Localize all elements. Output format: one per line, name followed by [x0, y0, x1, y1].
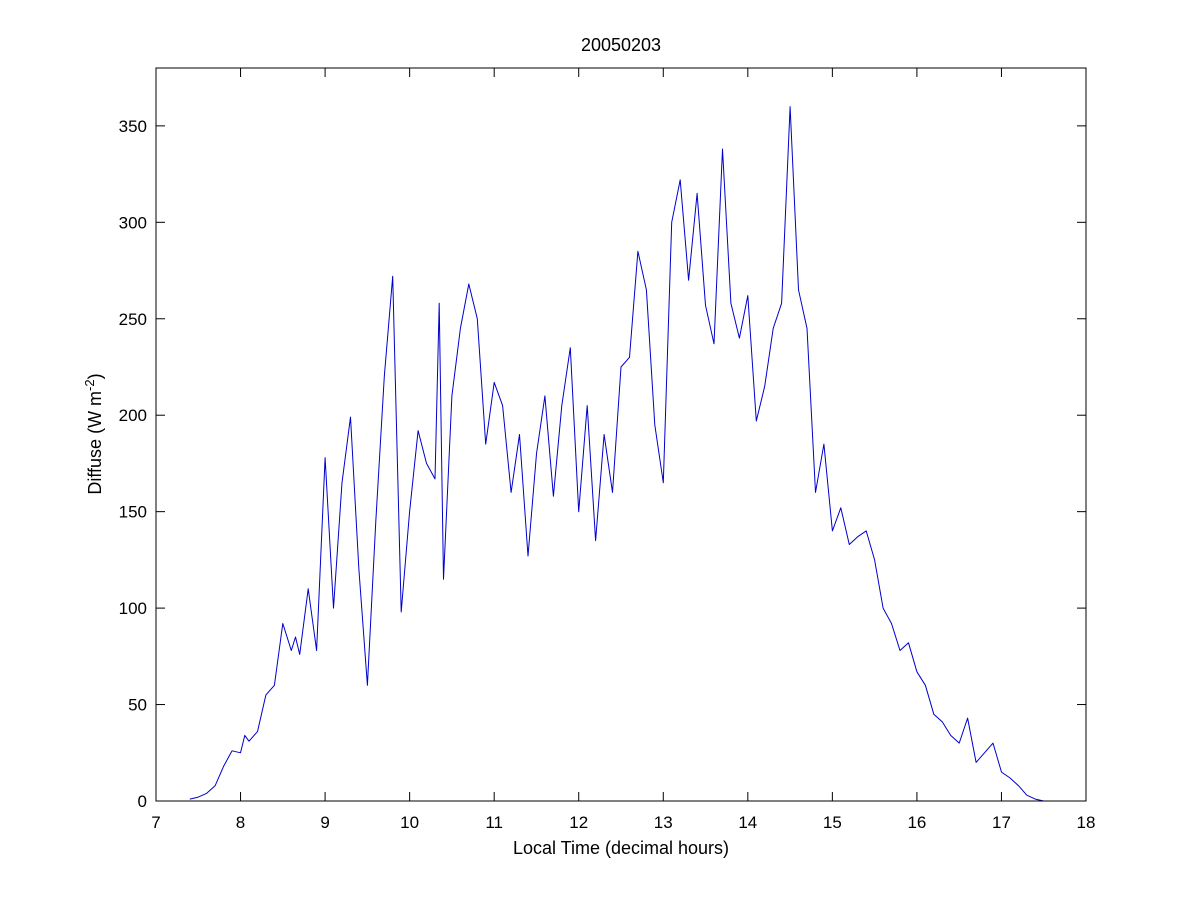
x-tick-label: 7	[151, 813, 160, 832]
x-tick-label: 17	[992, 813, 1011, 832]
x-tick-label: 10	[400, 813, 419, 832]
y-tick-label: 300	[119, 213, 147, 232]
y-tick-label: 50	[128, 696, 147, 715]
y-tick-label: 100	[119, 599, 147, 618]
y-axis-label-superscript: -2	[82, 379, 97, 391]
x-tick-label: 15	[823, 813, 842, 832]
series-line-0	[189, 106, 1044, 802]
x-tick-label: 14	[738, 813, 757, 832]
x-tick-label: 13	[654, 813, 673, 832]
x-tick-label: 16	[907, 813, 926, 832]
y-tick-label: 0	[138, 792, 147, 811]
plot-area-frame	[155, 67, 1087, 802]
y-axis-label: Diffuse (W m-2)	[82, 373, 105, 494]
y-axis-label-main: Diffuse (W m	[85, 391, 105, 495]
x-tick-label: 11	[485, 813, 503, 832]
y-tick-label: 250	[119, 310, 147, 329]
y-tick-label: 150	[119, 503, 147, 522]
y-tick-label: 350	[119, 117, 147, 136]
y-tick-label: 200	[119, 406, 147, 425]
x-tick-label: 8	[236, 813, 245, 832]
x-tick-label: 12	[569, 813, 588, 832]
x-tick-label: 9	[320, 813, 329, 832]
chart-title: 20050203	[581, 35, 661, 55]
x-axis-label: Local Time (decimal hours)	[513, 838, 729, 858]
y-axis-label-close: )	[85, 373, 105, 379]
x-tick-label: 18	[1077, 813, 1096, 832]
